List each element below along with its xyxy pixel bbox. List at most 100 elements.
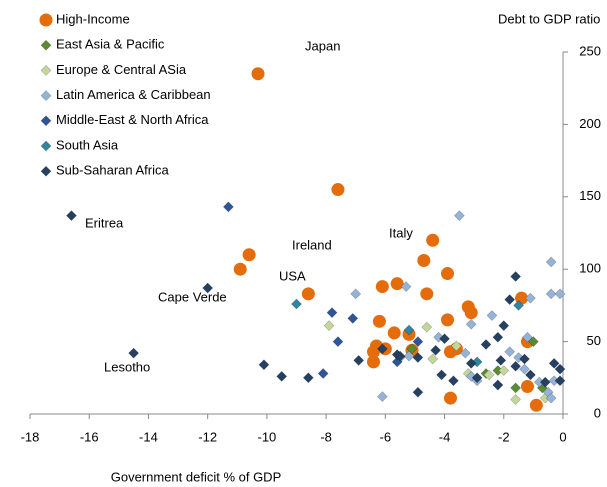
point	[483, 369, 495, 381]
point	[366, 345, 380, 359]
point	[441, 313, 455, 327]
x-tick-label: -6	[380, 429, 392, 444]
y-tick-label: 250	[579, 43, 601, 58]
point	[464, 306, 478, 320]
point	[519, 353, 530, 365]
y-tick-label: 150	[579, 188, 601, 203]
point	[510, 360, 522, 372]
point	[331, 183, 345, 197]
legend-marker	[39, 13, 53, 27]
point	[387, 326, 401, 340]
point	[372, 314, 386, 328]
annotation: Japan	[305, 38, 340, 53]
point	[510, 394, 522, 405]
point	[527, 336, 539, 348]
point	[465, 370, 477, 382]
point	[480, 339, 492, 350]
point	[427, 353, 439, 365]
y-axis-title: Debt to GDP ratio	[498, 11, 600, 26]
x-tick-label: 0	[559, 429, 566, 444]
point	[443, 345, 457, 359]
legend-label: East Asia & Pacific	[56, 37, 165, 52]
annotation: Italy	[389, 225, 413, 240]
point	[554, 288, 566, 300]
point	[291, 298, 302, 310]
point	[394, 350, 406, 362]
point	[545, 256, 557, 268]
point	[301, 287, 315, 301]
point	[317, 368, 329, 379]
point	[353, 354, 365, 366]
point	[222, 201, 234, 213]
point	[326, 307, 338, 319]
point	[554, 363, 566, 375]
annotation: Cape Verde	[158, 289, 227, 304]
x-tick-label: -18	[21, 429, 40, 444]
x-tick-label: -10	[257, 429, 276, 444]
point	[525, 369, 536, 381]
point	[539, 376, 551, 388]
y-tick-label: 50	[587, 333, 601, 348]
x-tick-label: -12	[198, 429, 217, 444]
point	[375, 280, 389, 294]
point	[403, 350, 415, 362]
x-tick-label: -4	[439, 429, 451, 444]
point	[406, 343, 418, 355]
point	[403, 324, 415, 336]
point	[347, 313, 359, 324]
point	[465, 318, 477, 330]
annotation: Lesotho	[104, 359, 150, 374]
legend-label: Europe & Central ASia	[56, 62, 187, 77]
point	[459, 347, 471, 359]
point	[504, 346, 516, 358]
point	[430, 344, 442, 356]
x-tick-label: -14	[139, 429, 158, 444]
legend-marker	[40, 165, 52, 177]
point	[519, 363, 530, 375]
point	[450, 340, 462, 352]
point	[529, 398, 543, 412]
y-tick-label: 200	[579, 116, 601, 131]
point	[258, 359, 270, 371]
point	[554, 375, 566, 387]
point	[412, 336, 424, 348]
point	[545, 288, 557, 300]
point	[548, 357, 560, 369]
legend-marker	[40, 39, 52, 51]
point	[471, 372, 483, 384]
point	[412, 352, 424, 363]
legend-marker	[40, 90, 52, 102]
point	[495, 354, 507, 366]
point	[242, 248, 256, 262]
point	[465, 357, 477, 369]
point	[323, 320, 335, 332]
legend-label: South Asia	[56, 137, 119, 152]
point	[513, 299, 525, 311]
legend-label: Latin America & Caribbean	[56, 87, 211, 102]
point	[522, 331, 533, 343]
point	[426, 233, 440, 247]
point	[376, 343, 388, 355]
point	[376, 391, 388, 403]
point	[128, 347, 140, 359]
point	[441, 267, 455, 281]
legend-label: Middle-East & North Africa	[56, 112, 209, 127]
point	[520, 379, 534, 393]
annotation: Ireland	[292, 237, 332, 252]
point	[350, 288, 362, 300]
legend-label: Sub-Saharan Africa	[56, 163, 170, 178]
point	[251, 67, 265, 81]
y-tick-label: 0	[594, 405, 601, 420]
legend-marker	[40, 140, 52, 152]
point	[417, 254, 431, 268]
point	[436, 369, 448, 381]
point	[510, 271, 522, 282]
x-tick-label: -16	[80, 429, 99, 444]
point	[492, 379, 504, 391]
x-tick-label: -8	[320, 429, 332, 444]
point	[400, 281, 412, 293]
point	[545, 392, 557, 404]
point	[332, 336, 344, 348]
